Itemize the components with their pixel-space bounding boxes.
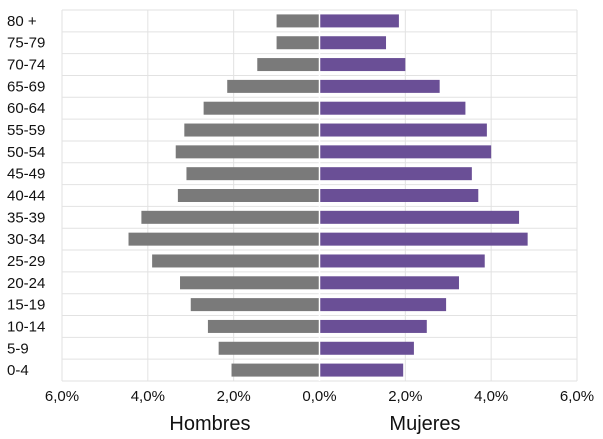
bar-hombres-75-79 xyxy=(276,36,320,50)
y-tick-label: 5-9 xyxy=(7,340,29,357)
bar-mujeres-60-64 xyxy=(319,101,466,115)
y-tick-labels: 80 + 75-79 70-74 65-69 60-64 55-59 50-54 45-49 4… xyxy=(7,13,45,379)
bar-mujeres-70-74 xyxy=(319,58,406,72)
y-tick-label: 10-14 xyxy=(7,318,45,335)
y-tick-label: 0-4 xyxy=(7,362,29,379)
x-tick-label: 4,0% xyxy=(131,388,165,405)
bar-mujeres-80 xyxy=(319,14,399,28)
y-tick-label: 75-79 xyxy=(7,35,45,52)
bar-hombres-55-59 xyxy=(184,123,320,137)
bar-hombres-65-69 xyxy=(227,79,320,93)
x-axis-label-mujeres: Mujeres xyxy=(389,413,460,435)
y-tick-label: 15-19 xyxy=(7,297,45,314)
x-axis-label-hombres: Hombres xyxy=(169,413,250,435)
bar-mujeres-35-39 xyxy=(319,210,520,224)
x-tick-label: 2,0% xyxy=(217,388,251,405)
y-tick-label: 60-64 xyxy=(7,100,45,117)
x-tick-label: 2,0% xyxy=(388,388,422,405)
bar-mujeres-15-19 xyxy=(319,298,447,312)
x-tick-label: 0,0% xyxy=(302,388,336,405)
y-tick-label: 65-69 xyxy=(7,78,45,95)
bar-hombres-25-29 xyxy=(152,254,320,268)
bar-hombres-60-64 xyxy=(203,101,320,115)
bar-mujeres-50-54 xyxy=(319,145,492,159)
bar-hombres-15-19 xyxy=(190,298,320,312)
bar-mujeres-10-14 xyxy=(319,319,427,333)
bar-mujeres-55-59 xyxy=(319,123,487,137)
bar-mujeres-45-49 xyxy=(319,167,472,181)
y-tick-label: 20-24 xyxy=(7,275,45,292)
bar-hombres-70-74 xyxy=(257,58,320,72)
y-tick-label: 50-54 xyxy=(7,144,45,161)
x-tick-labels: 6,0% 4,0% 2,0% 0,0% 2,0% 4,0% 6,0% xyxy=(45,388,594,405)
y-tick-label: 40-44 xyxy=(7,188,45,205)
bar-hombres-30-34 xyxy=(128,232,320,246)
bar-hombres-35-39 xyxy=(141,210,320,224)
y-tick-label: 25-29 xyxy=(7,253,45,270)
bar-mujeres-25-29 xyxy=(319,254,485,268)
bar-hombres-5-9 xyxy=(218,341,320,355)
bar-mujeres-0-4 xyxy=(319,363,404,377)
bar-mujeres-40-44 xyxy=(319,189,479,202)
y-tick-label: 55-59 xyxy=(7,122,45,139)
x-tick-label: 6,0% xyxy=(45,388,79,405)
y-tick-label: 30-34 xyxy=(7,231,45,248)
y-tick-label: 45-49 xyxy=(7,166,45,183)
bar-mujeres-30-34 xyxy=(319,232,528,246)
bar-hombres-20-24 xyxy=(180,276,320,290)
x-tick-label: 6,0% xyxy=(560,388,594,405)
bar-mujeres-5-9 xyxy=(319,341,414,355)
bar-hombres-0-4 xyxy=(231,363,320,377)
y-tick-label: 70-74 xyxy=(7,57,45,74)
bar-hombres-50-54 xyxy=(175,145,320,159)
x-tick-label: 4,0% xyxy=(474,388,508,405)
bar-hombres-80 xyxy=(276,14,320,28)
bar-mujeres-20-24 xyxy=(319,276,459,290)
bar-hombres-45-49 xyxy=(186,167,320,181)
bar-mujeres-75-79 xyxy=(319,36,387,50)
y-tick-label: 80 + xyxy=(7,13,37,30)
y-tick-label: 35-39 xyxy=(7,209,45,226)
bars-group xyxy=(128,10,528,381)
bar-hombres-10-14 xyxy=(207,319,320,333)
bar-mujeres-65-69 xyxy=(319,79,440,93)
bar-hombres-40-44 xyxy=(177,189,320,202)
